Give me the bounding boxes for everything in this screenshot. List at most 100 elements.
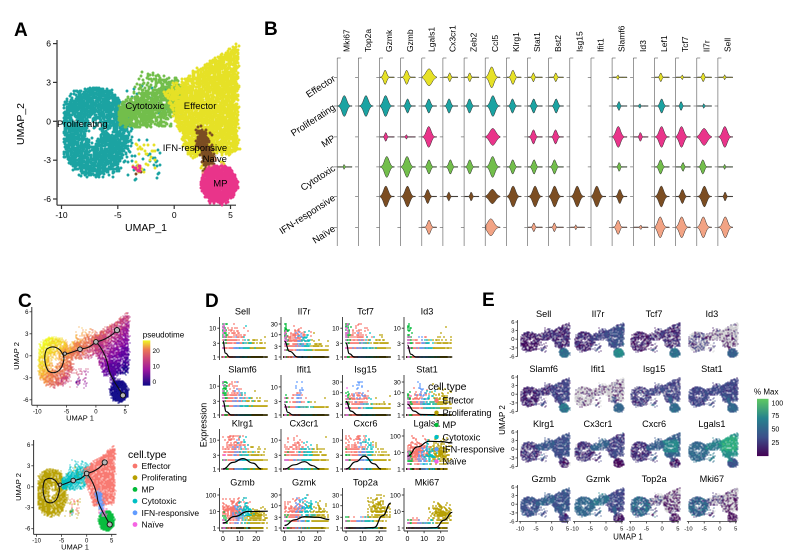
- svg-text:-5: -5: [533, 527, 538, 533]
- svg-text:0: 0: [550, 527, 553, 533]
- svg-text:6: 6: [511, 375, 514, 381]
- svg-text:1: 1: [397, 526, 401, 533]
- svg-text:-3: -3: [509, 401, 514, 407]
- svg-text:Tcf7: Tcf7: [357, 307, 374, 317]
- svg-text:10: 10: [332, 390, 340, 397]
- svg-text:Mki67: Mki67: [700, 474, 725, 484]
- svg-text:-6: -6: [509, 355, 514, 361]
- svg-text:Top2a: Top2a: [642, 474, 668, 484]
- svg-text:Sell: Sell: [536, 309, 551, 319]
- svg-text:1: 1: [397, 467, 401, 474]
- svg-text:Naive: Naive: [203, 154, 227, 165]
- svg-text:Il7r: Il7r: [592, 309, 605, 319]
- svg-text:-5: -5: [702, 527, 707, 533]
- svg-text:10: 10: [236, 536, 244, 543]
- svg-text:10: 10: [271, 438, 279, 445]
- svg-text:0: 0: [660, 527, 663, 533]
- svg-text:0: 0: [718, 527, 721, 533]
- svg-text:0: 0: [344, 536, 348, 543]
- svg-text:50: 50: [772, 426, 780, 433]
- svg-text:3: 3: [27, 464, 31, 470]
- svg-text:Lgals1: Lgals1: [698, 419, 725, 429]
- svg-text:Ifit1: Ifit1: [596, 38, 606, 52]
- svg-text:-5: -5: [64, 410, 70, 416]
- svg-text:5: 5: [566, 527, 569, 533]
- svg-text:Klrg1: Klrg1: [511, 32, 521, 52]
- svg-text:6: 6: [27, 443, 31, 449]
- svg-text:3: 3: [46, 77, 51, 87]
- svg-text:0: 0: [511, 392, 514, 398]
- svg-text:Gzmb: Gzmb: [531, 474, 556, 484]
- svg-text:20: 20: [314, 536, 322, 543]
- svg-text:-5: -5: [114, 210, 122, 220]
- svg-text:10: 10: [394, 390, 402, 397]
- svg-text:Id3: Id3: [638, 40, 648, 52]
- svg-text:3: 3: [213, 341, 217, 348]
- svg-text:5: 5: [110, 539, 114, 545]
- svg-text:1: 1: [336, 467, 340, 474]
- svg-text:UMAP 1: UMAP 1: [61, 543, 89, 552]
- svg-text:1: 1: [274, 526, 278, 533]
- svg-text:1: 1: [213, 467, 217, 474]
- svg-text:10: 10: [153, 363, 161, 370]
- svg-text:Naïve: Naïve: [142, 520, 164, 530]
- svg-text:Stat1: Stat1: [532, 32, 542, 52]
- svg-text:-6: -6: [509, 465, 514, 471]
- svg-text:3: 3: [336, 453, 340, 460]
- svg-text:-5: -5: [644, 527, 649, 533]
- svg-text:Sell: Sell: [235, 307, 250, 317]
- svg-text:Isg15: Isg15: [643, 364, 665, 374]
- svg-text:IFN-responsive: IFN-responsive: [443, 445, 505, 455]
- svg-text:30: 30: [394, 380, 402, 387]
- svg-text:10: 10: [271, 384, 279, 391]
- svg-text:Bst2: Bst2: [553, 35, 563, 52]
- svg-text:100: 100: [772, 400, 784, 407]
- svg-text:3: 3: [336, 402, 340, 409]
- svg-text:Isg15: Isg15: [354, 365, 376, 375]
- svg-text:10: 10: [271, 332, 279, 339]
- svg-text:UMAP 2: UMAP 2: [14, 473, 23, 501]
- svg-text:-3: -3: [509, 511, 514, 517]
- svg-text:Tcf7: Tcf7: [646, 309, 663, 319]
- svg-text:3: 3: [511, 439, 514, 445]
- svg-text:75: 75: [772, 413, 780, 420]
- svg-text:Il7r: Il7r: [701, 40, 711, 52]
- svg-text:Ccl5: Ccl5: [490, 35, 500, 52]
- svg-text:UMAP_2: UMAP_2: [15, 103, 27, 145]
- svg-text:MP: MP: [213, 179, 227, 190]
- svg-text:3: 3: [213, 399, 217, 406]
- svg-text:6: 6: [511, 320, 514, 326]
- svg-text:Lgals1: Lgals1: [413, 419, 440, 429]
- svg-text:-10: -10: [32, 539, 41, 545]
- svg-text:UMAP_1: UMAP_1: [125, 222, 167, 234]
- svg-text:Proliferating: Proliferating: [443, 408, 492, 418]
- svg-text:Stat1: Stat1: [416, 365, 437, 375]
- svg-text:Top2a: Top2a: [353, 478, 379, 488]
- svg-text:5: 5: [620, 527, 623, 533]
- svg-text:-5: -5: [59, 539, 65, 545]
- svg-text:10: 10: [394, 450, 402, 457]
- svg-text:1: 1: [336, 355, 340, 362]
- svg-text:0: 0: [153, 379, 157, 386]
- svg-text:Top2a: Top2a: [363, 29, 373, 52]
- svg-text:-5: -5: [588, 527, 593, 533]
- svg-text:3: 3: [25, 332, 29, 338]
- svg-text:10: 10: [359, 536, 367, 543]
- svg-text:Cxcr6: Cxcr6: [642, 419, 666, 429]
- svg-text:1: 1: [274, 467, 278, 474]
- svg-text:-10: -10: [516, 527, 524, 533]
- svg-text:Id3: Id3: [421, 307, 434, 317]
- svg-text:0: 0: [25, 354, 29, 360]
- svg-text:3: 3: [511, 329, 514, 335]
- svg-text:1: 1: [274, 355, 278, 362]
- svg-text:10: 10: [209, 326, 217, 333]
- svg-text:D: D: [205, 291, 219, 312]
- svg-text:Ifit1: Ifit1: [297, 365, 312, 375]
- svg-text:MP: MP: [443, 420, 457, 430]
- svg-text:0: 0: [283, 536, 287, 543]
- svg-text:-10: -10: [33, 410, 42, 416]
- svg-text:-10: -10: [684, 527, 692, 533]
- svg-text:-3: -3: [25, 506, 31, 512]
- svg-text:3: 3: [274, 399, 278, 406]
- svg-text:Slamf6: Slamf6: [228, 365, 257, 375]
